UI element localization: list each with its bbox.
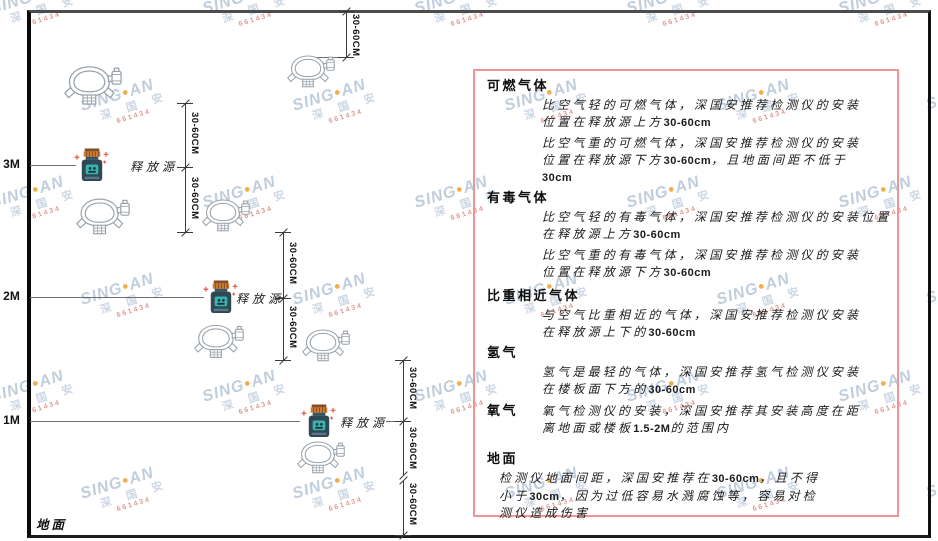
dimension-tick [177,103,193,104]
dimension-label: 30-60CM [350,14,361,57]
guideline-panel: 可燃气体比空气轻的可燃气体，深国安推荐检测仪的安装 位置在释放源上方30-60cm… [473,69,899,520]
dimension-tick [275,298,291,299]
panel-paragraph-line: 比空气重的有毒气体，深国安推荐检测仪的安装 [542,248,862,262]
dimension-label: 30-60CM [189,177,200,220]
level-leader-line [30,421,300,422]
dimension-tick [338,57,354,58]
panel-paragraph: 比空气轻的可燃气体，深国安推荐检测仪的安装 位置在释放源上方30-60cm [542,97,891,131]
panel-paragraph-line: 比空气重的可燃气体，深国安推荐检测仪的安装 [542,136,862,150]
level-leader-line [278,297,284,298]
release-source-label: 释放源 [340,416,389,430]
panel-paragraph-line: 在楼板面下方的30-60cm [542,381,696,396]
gas-detector-icon [302,329,350,362]
panel-paragraph-line: 比空气轻的可燃气体，深国安推荐检测仪的安装 [542,98,862,112]
panel-paragraph-line: 位置在释放源上方30-60cm [542,114,712,129]
release-source-label: 释放源 [236,292,285,306]
panel-section-heading: 地面 [487,452,519,467]
panel-paragraph-line: 与空气比重相近的气体，深国安推荐检测仪安装 [542,308,862,322]
dimension-tick [275,232,291,233]
level-leader-line [386,421,403,422]
panel-paragraph: 氢气是最轻的气体，深国安推荐氢气检测仪安装 在楼板面下方的30-60cm [542,364,891,398]
panel-paragraph: 检测仪地面间距，深国安推荐在30-60cm，且不得 小于30cm，因为过低容易水溅… [499,470,891,522]
dimension-line [403,481,404,535]
panel-section: 有毒气体比空气轻的有毒气体，深国安推荐检测仪的安装位置 在释放源上方30-60cm… [487,190,891,281]
panel-section-heading: 氢气 [487,346,519,361]
gas-detector-icon [202,199,250,232]
dimension-label: 30-60CM [407,367,418,410]
dimension-tick [275,360,291,361]
room-frame [27,10,931,538]
dimension-tick [177,232,193,233]
panel-paragraph: 与空气比重相近的气体，深国安推荐检测仪安装 在释放源上下的30-60cm [542,307,891,341]
panel-paragraph-line: 氧气检测仪的安装，深国安推荐其安装高度在距 [542,404,862,418]
panel-section-heading: 比重相近气体 [487,289,581,304]
dimension-line [346,11,347,57]
release-source-label: 释放源 [130,160,179,174]
panel-paragraph: 比空气轻的有毒气体，深国安推荐检测仪的安装位置 在释放源上方30-60cm [542,209,891,243]
gas-detector-icon [64,66,122,105]
panel-section: 比重相近气体与空气比重相近的气体，深国安推荐检测仪安装 在释放源上下的30-60c… [487,288,891,341]
panel-section-heading: 氧气 [487,404,519,419]
level-leader-line [30,297,204,298]
release-source-icon [300,404,337,438]
dimension-tick [395,360,411,361]
panel-section: 氢气氢气是最轻的气体，深国安推荐氢气检测仪安装 在楼板面下方的30-60cm [487,345,891,398]
panel-paragraph-line: 测仪造成伤害 [499,506,591,520]
dimension-label: 30-60CM [287,242,298,285]
height-label-1m: 1M [3,413,20,427]
panel-paragraph-line: 在释放源上下的30-60cm [542,324,696,339]
dimension-tick [338,11,354,12]
panel-section: 氧气 氧气检测仪的安装，深国安推荐其安装高度在距 离地面或楼板1.5-2M的范围内 [487,403,891,437]
gas-detector-icon [194,324,244,358]
panel-paragraph-line: 比空气轻的有毒气体，深国安推荐检测仪的安装位置 [542,210,892,224]
release-source-icon [73,148,110,182]
panel-paragraph: 比空气重的有毒气体，深国安推荐检测仪的安装 位置在释放源下方30-60cm [542,247,891,281]
ground-label: 地面 [36,517,68,532]
panel-paragraph-line: 在释放源上方30-60cm [542,226,681,241]
dimension-tick [395,535,411,536]
dimension-tick [395,421,411,422]
panel-paragraph: 比空气重的可燃气体，深国安推荐检测仪的安装 位置在释放源下方30-60cm，且地面… [542,135,891,187]
gas-detector-icon [297,441,345,474]
panel-section-heading: 可燃气体 [487,79,550,94]
gas-detector-icon [287,55,335,88]
dimension-label: 30-60CM [287,306,298,349]
panel-section: 可燃气体比空气轻的可燃气体，深国安推荐检测仪的安装 位置在释放源上方30-60cm… [487,78,891,187]
release-source-icon [202,280,239,314]
panel-paragraph-line: 30cm [542,172,573,184]
panel-section-heading: 有毒气体 [487,191,550,206]
dimension-tick [177,167,193,168]
height-label-2m: 2M [3,289,20,303]
dimension-line [403,360,404,475]
dimension-label: 30-60CM [189,112,200,155]
ceiling-leader-line [316,57,352,58]
dimension-line [283,232,284,360]
gas-detector-icon [76,198,130,235]
dimension-label: 30-60CM [407,483,418,526]
panel-paragraph-line: 小于30cm，因为过低容易水溅腐蚀等，容易对检 [499,488,818,503]
panel-paragraph: 氧气检测仪的安装，深国安推荐其安装高度在距 离地面或楼板1.5-2M的范围内 [542,403,861,437]
panel-paragraph-line: 位置在释放源下方30-60cm，且地面间距不低于 [542,152,848,167]
height-label-3m: 3M [3,157,20,171]
level-leader-line [30,165,76,166]
panel-paragraph-line: 检测仪地面间距，深国安推荐在30-60cm，且不得 [499,471,821,485]
panel-paragraph-line: 位置在释放源下方30-60cm [542,264,712,279]
panel-paragraph-line: 氢气是最轻的气体，深国安推荐氢气检测仪安装 [542,365,862,379]
panel-paragraph-line: 离地面或楼板1.5-2M的范围内 [542,420,732,435]
panel-section: 地面检测仪地面间距，深国安推荐在30-60cm，且不得 小于30cm，因为过低容易… [487,451,891,522]
dimension-label: 30-60CM [407,427,418,470]
